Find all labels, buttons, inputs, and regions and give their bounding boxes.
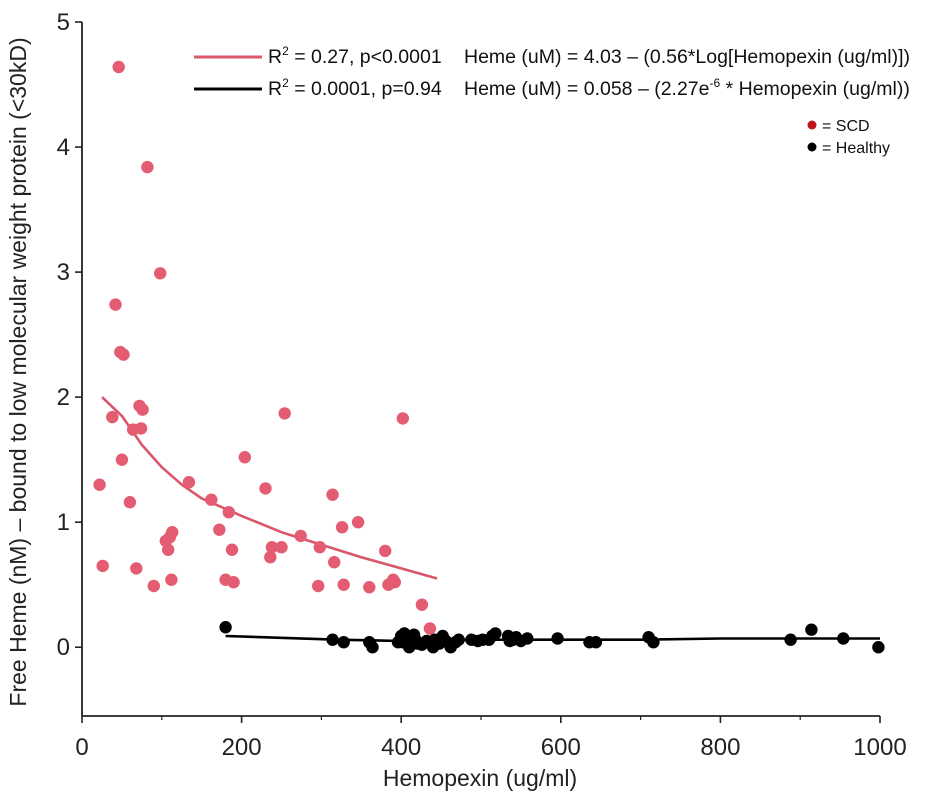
point-scd [337, 578, 350, 591]
series-scd [93, 60, 437, 635]
point-scd [136, 403, 149, 416]
key-label-healthy: = Healthy [822, 140, 890, 157]
point-scd [96, 559, 109, 573]
x-tick-label: 400 [381, 734, 421, 761]
x-axis-title: Hemopexin (ug/ml) [383, 765, 577, 791]
x-tick-label: 1000 [853, 734, 906, 761]
point-scd [363, 581, 376, 594]
key-label-scd: = SCD [822, 118, 870, 135]
point-scd [117, 348, 130, 361]
legend-equation-healthy: Heme (uM) = 0.058 – (2.27e-6 * Hemopexin… [464, 76, 910, 100]
point-scd [313, 541, 326, 554]
point-scd [130, 562, 143, 575]
point-scd [165, 573, 178, 586]
legend-equation-scd: Heme (uM) = 4.03 – (0.56*Log[Hemopexin (… [464, 46, 910, 68]
legend: R2 = 0.27, p<0.0001 Heme (uM) = 4.03 – (… [194, 44, 910, 157]
point-scd [115, 453, 129, 466]
tick-label-group: 0 200 400 600 800 1000 0 1 2 3 4 5 [57, 9, 907, 761]
point-healthy [521, 632, 534, 645]
point-scd [312, 579, 325, 593]
fit-lines [101, 396, 880, 643]
point-scd [351, 516, 365, 529]
point-healthy [326, 633, 339, 646]
point-scd [106, 410, 119, 424]
point-scd [222, 506, 235, 519]
fit-line-scd [101, 396, 438, 580]
point-scd [379, 544, 392, 558]
point-scd [396, 412, 409, 425]
x-tick-label: 800 [700, 734, 740, 761]
axes [81, 22, 880, 717]
point-healthy [337, 636, 350, 649]
point-scd [259, 482, 272, 495]
legend-stat-healthy-rest: = 0.0001, p=0.94 [289, 78, 442, 100]
point-scd [415, 598, 429, 611]
point-healthy [647, 636, 660, 649]
point-scd [112, 60, 125, 74]
point-scd [134, 422, 148, 435]
legend-eq-healthy-post: * Hemopexin (ug/ml)) [720, 78, 910, 100]
y-axis-title: Free Heme (nM) – bound to low molecular … [5, 37, 31, 706]
tick-group [75, 21, 881, 723]
x-tick-label: 600 [541, 734, 581, 761]
point-scd [154, 267, 167, 280]
point-scd [182, 476, 196, 489]
point-scd [388, 576, 401, 589]
point-scd [109, 298, 122, 311]
point-healthy [872, 641, 885, 654]
point-scd [147, 579, 160, 593]
point-scd [93, 478, 106, 491]
point-healthy [489, 627, 502, 640]
point-scd [205, 493, 218, 506]
legend-stat-scd-rest: = 0.27, p<0.0001 [289, 46, 442, 68]
point-scd [294, 529, 307, 543]
y-tick-label: 4 [57, 134, 70, 161]
point-scd [213, 523, 226, 536]
point-scd [227, 576, 240, 589]
y-tick-label: 5 [57, 9, 70, 36]
y-tick-label: 3 [57, 259, 70, 286]
point-healthy [784, 633, 797, 646]
point-scd [141, 160, 154, 174]
point-scd [123, 496, 137, 509]
point-healthy [452, 633, 465, 646]
point-scd [162, 543, 175, 556]
series-healthy [219, 621, 885, 654]
legend-stat-healthy: R2 = 0.0001, p=0.94 [268, 76, 442, 100]
point-healthy [366, 641, 379, 654]
y-tick-label: 2 [57, 384, 70, 411]
point-scd [328, 556, 341, 569]
point-healthy [551, 632, 564, 645]
point-scd [335, 521, 349, 534]
legend-stat-scd: R2 = 0.27, p<0.0001 [268, 44, 442, 68]
point-scd [265, 541, 279, 554]
legend-stat-healthy-r: R [268, 78, 282, 100]
key-dot-scd [807, 120, 817, 130]
point-scd [238, 451, 251, 464]
x-tick-label: 200 [222, 734, 262, 761]
data-points [93, 60, 885, 654]
point-scd [166, 526, 179, 539]
point-scd [278, 407, 291, 420]
legend-eq-healthy-sup: -6 [710, 76, 721, 90]
point-scd [225, 543, 239, 556]
point-scd [423, 622, 437, 635]
key-dot-healthy [807, 142, 817, 152]
y-tick-label: 0 [57, 634, 70, 661]
point-healthy [589, 636, 603, 649]
y-tick-label: 1 [57, 509, 70, 536]
point-scd [275, 541, 288, 554]
point-healthy [219, 621, 232, 634]
point-scd [264, 551, 277, 564]
legend-stat-healthy-sup: 2 [282, 76, 289, 90]
x-tick-label: 0 [75, 734, 88, 761]
legend-stat-scd-r: R [268, 46, 282, 68]
point-healthy [837, 632, 850, 645]
legend-stat-scd-sup: 2 [282, 44, 289, 58]
point-scd [326, 488, 339, 501]
point-healthy [805, 623, 818, 636]
legend-eq-healthy-pre: Heme (uM) = 0.058 – (2.27e [464, 78, 710, 100]
